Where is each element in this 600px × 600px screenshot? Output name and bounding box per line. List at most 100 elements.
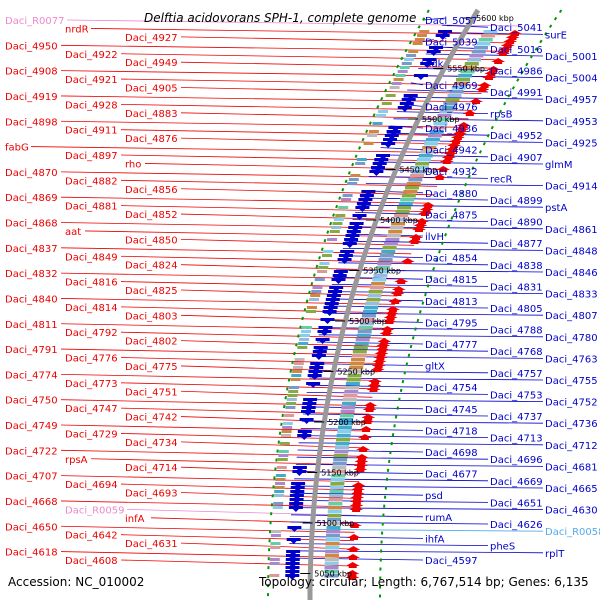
cog-stripe: [355, 338, 370, 342]
cog-stripe: [405, 186, 419, 190]
forward-gene-arrow: [454, 126, 469, 132]
cog-stripe-outer: [376, 114, 387, 117]
forward-gene-arrow: [373, 354, 388, 360]
cog-stripe: [363, 310, 377, 314]
cog-stripe-outer: [284, 414, 295, 417]
cog-stripe: [469, 54, 484, 58]
reverse-gene-arrow: [331, 278, 346, 284]
cog-stripe: [435, 118, 450, 122]
left-gene-label: Daci_4921: [65, 75, 118, 86]
cog-stripe: [483, 30, 498, 34]
cog-stripe: [443, 102, 458, 106]
cog-stripe-outer: [342, 194, 353, 197]
forward-gene-arrow: [354, 458, 369, 464]
left-gene-label: Daci_4707: [5, 472, 58, 483]
cog-stripe: [453, 82, 468, 86]
forward-gene-arrow: [351, 486, 365, 492]
cog-stripe: [441, 106, 456, 110]
cog-stripe-outer: [274, 486, 285, 489]
cog-stripe: [346, 378, 361, 382]
cog-stripe: [327, 518, 342, 522]
cog-stripe: [467, 58, 482, 62]
left-gene-label: Daci_4714: [125, 463, 178, 474]
forward-gene-arrow: [413, 222, 428, 228]
cog-stripe-outer: [271, 530, 282, 533]
cog-stripe: [354, 342, 369, 346]
leader-line: [355, 212, 424, 215]
right-gene-label: Daci_4831: [490, 282, 543, 293]
cog-stripe-outer: [406, 54, 417, 57]
forward-gene-arrow: [356, 446, 371, 452]
reverse-gene-arrow: [285, 554, 300, 560]
leader-line: [325, 305, 489, 309]
reverse-gene-arrow: [384, 134, 399, 140]
forward-gene-arrow: [372, 358, 387, 364]
cog-stripe-outer: [408, 50, 419, 53]
cog-stripe: [337, 430, 352, 434]
right-gene-label: Daci_5057: [425, 16, 478, 27]
reverse-gene-arrow: [338, 254, 353, 260]
right-gene-label: Daci_4914: [545, 182, 598, 193]
leader-line: [407, 89, 489, 93]
cog-stripe: [397, 206, 412, 210]
cog-stripe-outer: [391, 82, 402, 85]
left-gene-label: Daci_4832: [5, 269, 58, 280]
right-gene-label: Daci_4698: [425, 448, 478, 459]
leader-line: [425, 53, 544, 57]
leader-line: [120, 154, 449, 162]
cog-stripe: [367, 294, 382, 298]
left-gene-label: Daci_4852: [125, 210, 178, 221]
cog-stripe: [336, 438, 350, 442]
cog-stripe: [403, 190, 418, 194]
cog-stripe-outer: [301, 326, 312, 329]
cog-stripe: [331, 474, 346, 478]
cog-stripe-outer: [355, 162, 366, 165]
right-gene-label: Daci_4677: [425, 470, 478, 481]
cog-stripe-outer: [270, 534, 281, 537]
left-gene-label: Daci_4825: [125, 286, 178, 297]
reverse-gene-arrow: [374, 158, 389, 164]
reverse-gene-arrow: [383, 138, 397, 144]
forward-gene-arrow: [412, 226, 426, 232]
cog-stripe: [347, 374, 362, 378]
reverse-gene-arrow: [288, 506, 303, 512]
cog-stripe-outer: [276, 466, 287, 469]
cog-stripe: [332, 466, 347, 470]
leader-line: [180, 390, 373, 398]
leader-line: [380, 147, 424, 150]
forward-gene-arrow: [450, 134, 465, 140]
reverse-gene-arrow: [420, 62, 435, 68]
cog-stripe: [451, 86, 466, 90]
cog-stripe: [337, 426, 352, 430]
cog-stripe-outer: [367, 134, 378, 137]
right-gene-label: Daci_5016: [490, 45, 543, 56]
reverse-gene-arrow: [355, 206, 370, 212]
left-gene-label: infA: [125, 514, 145, 525]
reverse-gene-arrow: [413, 74, 428, 80]
cog-stripe: [326, 530, 341, 534]
cog-stripe-outer: [389, 86, 400, 89]
right-gene-label: Daci_4953: [545, 117, 598, 128]
reverse-gene-arrow: [376, 154, 390, 160]
right-gene-label: rpsB: [490, 110, 513, 121]
reverse-gene-arrow: [386, 130, 401, 136]
cog-stripe-outer: [331, 226, 342, 229]
leader-line: [331, 284, 489, 287]
cog-stripe-outer: [297, 346, 308, 349]
leader-line: [60, 525, 355, 533]
cog-stripe: [478, 38, 493, 42]
left-gene-label: Daci_R0077: [5, 16, 65, 27]
right-gene-label: Daci_4780: [545, 333, 598, 344]
leader-line: [360, 197, 489, 201]
leader-line: [342, 248, 544, 251]
left-gene-label: nrdR: [65, 24, 89, 35]
forward-gene-arrow: [347, 534, 361, 540]
forward-gene-arrow: [368, 378, 383, 384]
reverse-gene-arrow: [292, 470, 307, 476]
cog-stripe-outer: [300, 334, 310, 337]
reverse-gene-arrow: [342, 242, 357, 248]
right-gene-label: Daci_4875: [425, 210, 478, 221]
reverse-gene-arrow: [301, 410, 315, 416]
